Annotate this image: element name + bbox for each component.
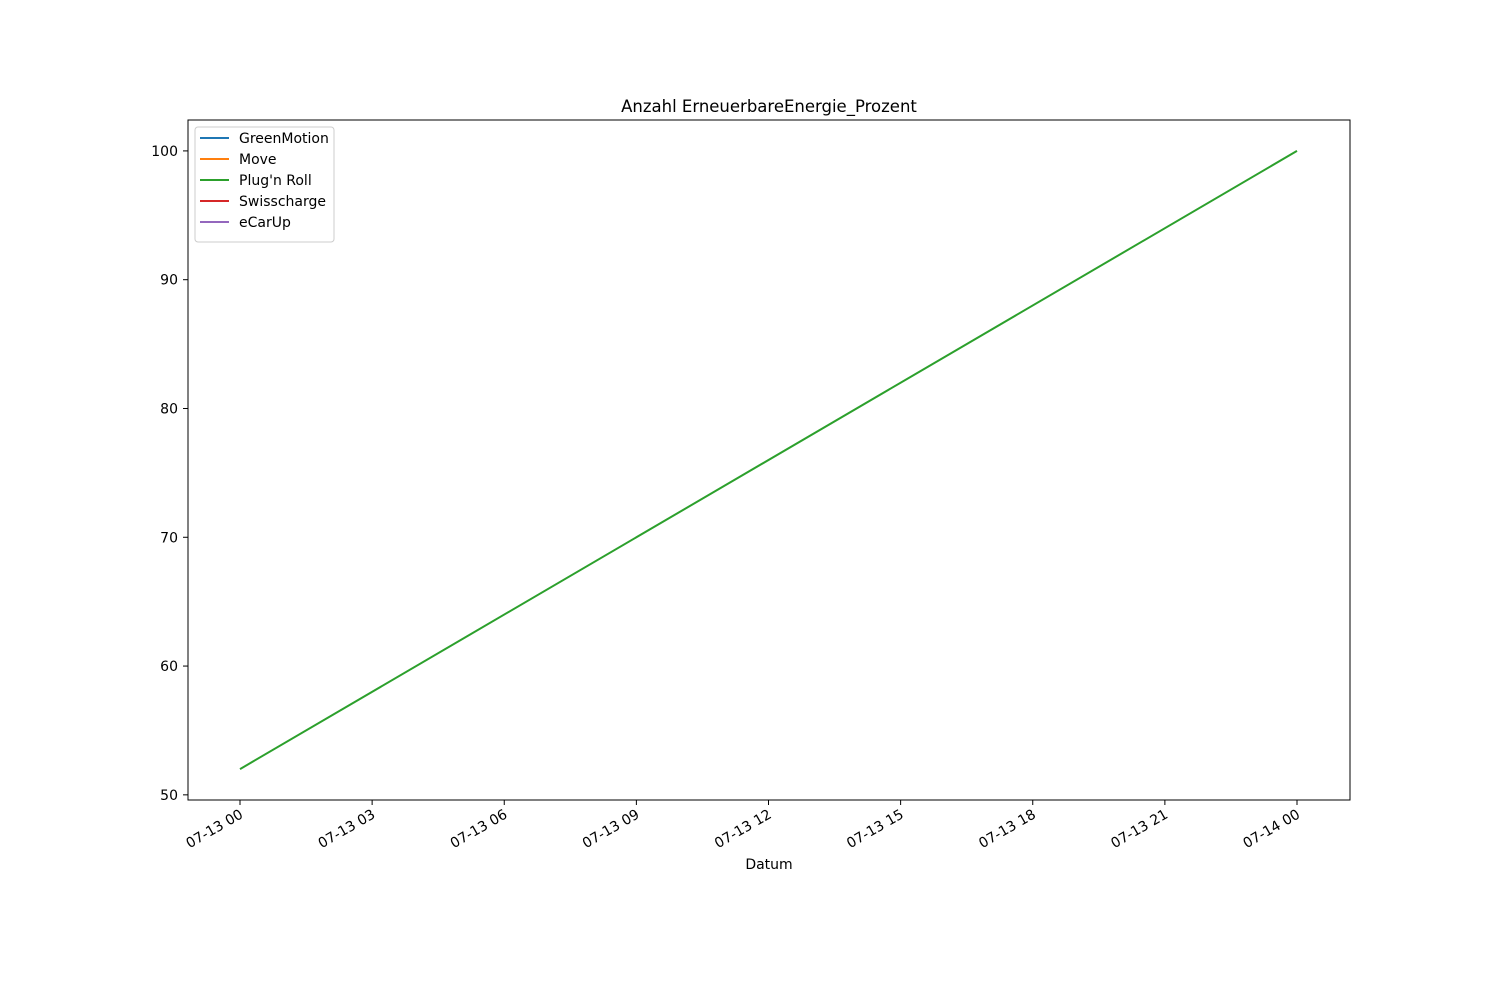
legend-label: Move [239,152,277,168]
series-layer [239,150,1298,770]
x-axis-label: Datum [745,857,792,873]
series-line-2 [239,150,1298,770]
y-tick-label: 90 [160,273,178,289]
legend-label: eCarUp [239,215,291,231]
y-tick-label: 60 [160,659,178,675]
y-axis-ticks: 50 60 70 80 90 100 [151,144,188,804]
legend-label: Plug'n Roll [239,173,312,189]
y-tick-label: 50 [160,788,178,804]
y-tick-label: 70 [160,530,178,546]
y-tick-label: 80 [160,401,178,417]
legend-label: Swisscharge [239,194,326,210]
y-tick-label: 100 [151,144,178,160]
chart-title: Anzahl ErneuerbareEnergie_Prozent [621,97,917,117]
legend-box [194,126,335,243]
legend-label: GreenMotion [239,131,329,147]
legend: GreenMotion Move Plug'n Roll Swisscharge eCa… [194,126,335,243]
